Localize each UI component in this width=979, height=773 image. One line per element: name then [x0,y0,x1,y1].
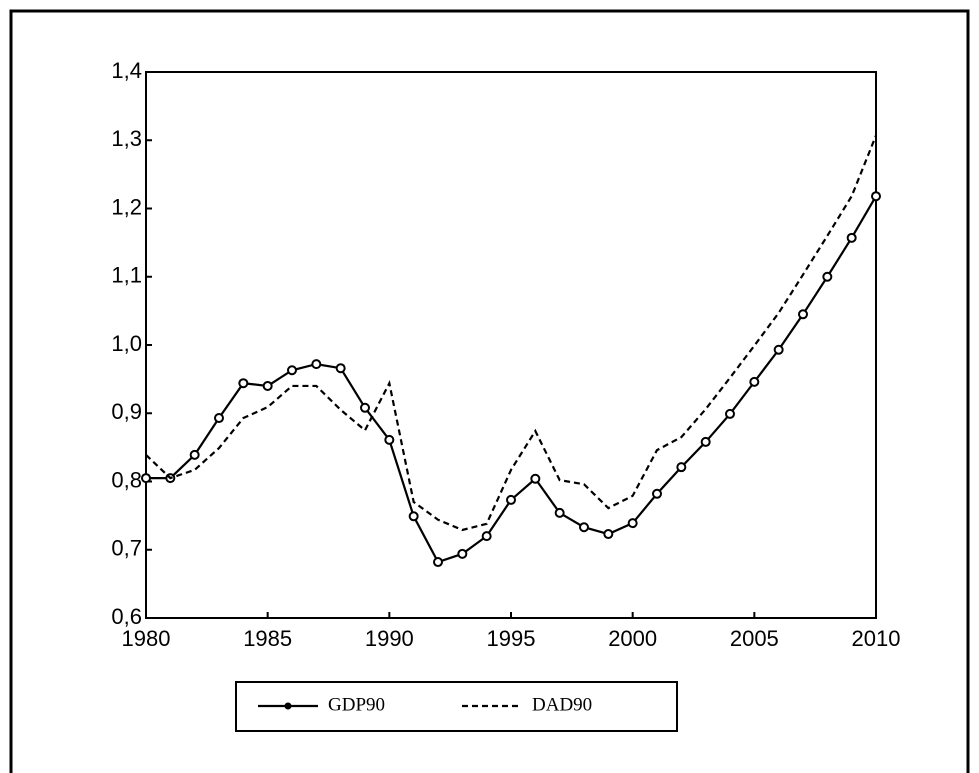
data-point [579,522,589,533]
x-tick-label: 1990 [365,626,414,651]
data-point [408,511,419,522]
y-tick-label: 1,4 [111,58,142,83]
data-point [238,378,249,389]
x-tick-label: 1995 [487,626,536,651]
y-tick-label: 0,9 [111,399,142,424]
data-point [189,449,200,460]
data-point [700,436,711,447]
data-point [627,518,638,529]
data-point [384,434,395,445]
data-point [214,413,224,424]
legend-marker [284,702,292,710]
x-tick-label: 2010 [852,626,901,651]
data-point [773,344,784,355]
data-point [335,363,346,374]
y-tick-label: 0,6 [111,604,142,629]
plot-area [145,71,877,619]
x-tick-label: 1985 [243,626,292,651]
series-line [146,195,877,564]
data-point [141,473,151,484]
data-point [481,531,492,542]
frame [9,9,970,773]
y-tick-label: 1,1 [111,263,142,288]
data-point [360,402,370,413]
data-point [725,408,735,419]
x-tick-label: 2000 [608,626,657,651]
data-point [262,380,273,391]
data-point [652,488,662,499]
data-point [603,529,614,540]
data-point [311,359,322,370]
legend-label: DAD90 [532,694,592,715]
data-point [676,462,687,473]
data-point [846,232,857,243]
data-point [287,365,297,376]
data-point [457,548,468,559]
data-point [554,507,565,518]
data-point [749,376,760,387]
y-tick-label: 1,3 [111,126,142,151]
y-tick-label: 0,8 [111,467,142,492]
series-line [145,135,878,532]
y-tick-label: 1,2 [111,194,142,219]
data-point [433,557,443,568]
y-tick-label: 0,7 [111,536,142,561]
x-tick-label: 1980 [122,626,171,651]
x-tick-label: 2005 [730,626,779,651]
data-point [798,309,808,320]
data-point [871,191,881,202]
y-tick-label: 1,0 [111,331,142,356]
legend-label: GDP90 [328,694,385,715]
legend-box [235,681,678,732]
data-point [530,473,541,484]
data-point [822,271,833,282]
data-point [506,494,516,505]
